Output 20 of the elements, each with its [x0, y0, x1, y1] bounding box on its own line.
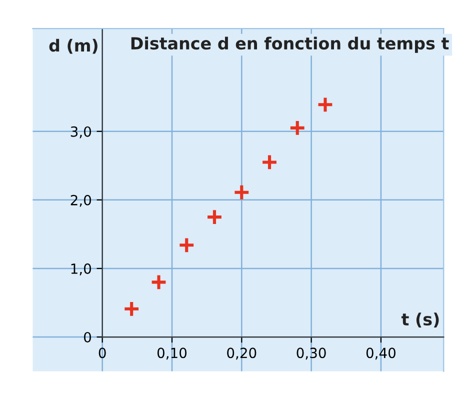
chart-title: Distance d en fonction du temps t [131, 36, 449, 53]
point [178, 236, 196, 254]
point [206, 208, 223, 226]
y-tick-label: 0 [84, 332, 92, 342]
point [288, 119, 306, 136]
x-tick-label: 0 [98, 348, 106, 358]
x-tick-label: 0,40 [366, 348, 396, 360]
point [150, 274, 168, 291]
x-tick-label: 0,20 [227, 348, 256, 360]
y-tick-label: 3,0 [70, 126, 92, 138]
x-tick-label: 0,10 [157, 348, 187, 360]
y-tick-label: 2,0 [70, 194, 92, 207]
x-tick-label: 0,30 [296, 348, 326, 360]
y-axis-title: d (m) [49, 38, 98, 54]
point [233, 184, 250, 201]
point [123, 300, 140, 318]
x-axis-title: t (s) [401, 312, 439, 328]
y-tick-label: 1,0 [71, 263, 92, 276]
point [316, 96, 334, 114]
point [261, 154, 278, 171]
